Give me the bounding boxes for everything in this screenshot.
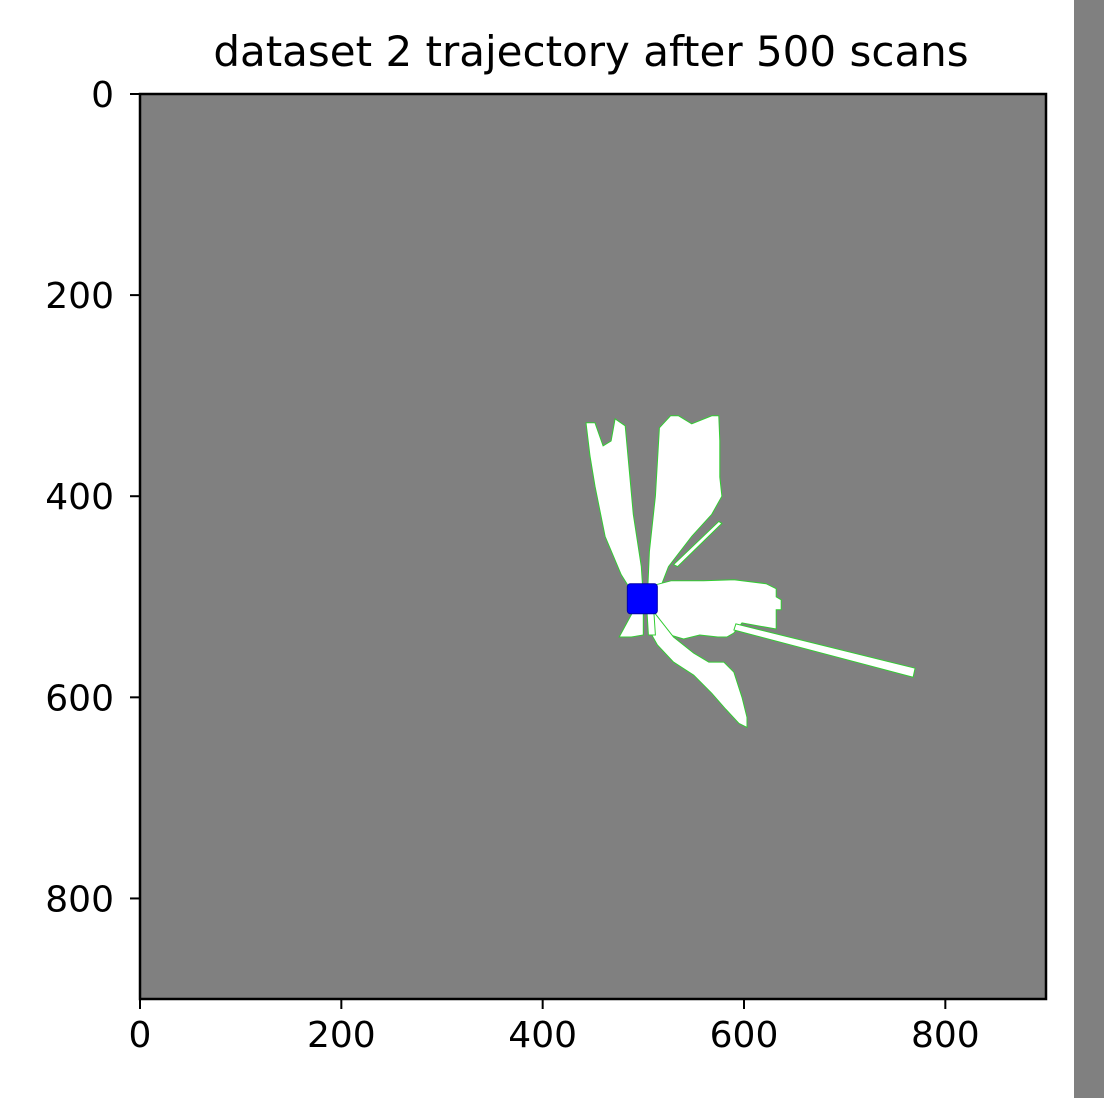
free-space-fan-upper-left [585,417,644,600]
x-axis: 0 200 400 600 800 [129,999,980,1056]
plot-frame [138,92,1048,1001]
free-space-fan-upper-right [646,415,723,598]
free-space-ray-upper-right [672,520,723,568]
y-axis: 0 200 400 600 800 [45,75,140,920]
y-tick-label: 600 [45,678,114,719]
y-tick-label: 800 [45,879,114,920]
robot-position-marker [626,583,658,615]
trajectory-layer [626,583,658,615]
chart-title: dataset 2 trajectory after 500 scans [213,27,968,76]
free-space-regions [585,415,916,729]
y-tick-label: 400 [45,477,114,518]
occupancy-map-background [140,94,1046,999]
free-space-ray-long [733,623,916,678]
y-tick-label: 200 [45,276,114,317]
x-tick-label: 600 [710,1015,779,1056]
y-tick-label: 0 [91,75,114,116]
free-space-fan-right [647,579,782,640]
x-tick-label: 800 [911,1015,980,1056]
free-space-fan-lower-right [647,607,748,729]
x-tick-label: 400 [508,1015,577,1056]
x-tick-label: 200 [307,1015,376,1056]
x-tick-label: 0 [129,1015,152,1056]
side-strip [1074,0,1104,1098]
